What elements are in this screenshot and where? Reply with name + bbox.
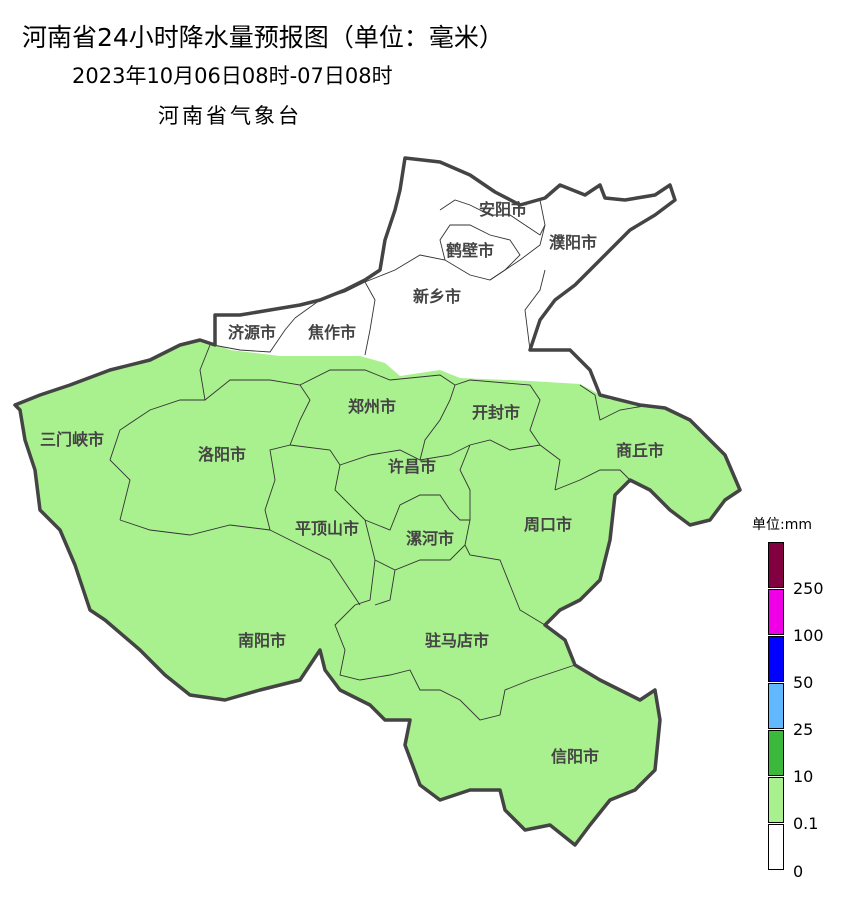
city-label: 漯河市 [406,529,454,548]
city-label: 南阳市 [238,631,286,650]
legend-swatch [768,730,784,776]
city-label: 平顶山市 [295,519,359,538]
city-label: 濮阳市 [549,233,597,252]
legend-label: 10 [793,767,814,786]
legend-label: 100 [793,626,824,645]
city-label: 信阳市 [551,747,599,766]
city-label: 新乡市 [413,287,461,306]
forecast-period: 2023年10月06日08时-07日08时 [72,64,393,88]
city-label: 驻马店市 [425,631,489,650]
legend-label: 0 [793,862,804,881]
legend-label: 250 [793,579,824,598]
legend-swatch [768,636,784,682]
rain-0.1-10-area [15,338,740,845]
legend-unit: 单位:mm [752,517,812,533]
city-label: 许昌市 [388,457,436,476]
province-border [13,156,742,847]
legend-swatch [768,683,784,729]
city-label: 鹤壁市 [446,241,494,260]
legend-swatch [768,777,784,823]
city-label: 开封市 [472,403,520,422]
city-label: 郑州市 [348,397,396,416]
city-label: 三门峡市 [40,430,104,449]
legend-label: 0.1 [793,814,819,833]
issuer: 河南省气象台 [158,104,302,128]
city-label: 洛阳市 [198,445,246,464]
legend-swatch [768,589,784,635]
city-label: 济源市 [228,323,276,342]
city-label: 安阳市 [479,200,527,219]
map-title: 河南省24小时降水量预报图（单位：毫米） [22,23,504,52]
legend-swatch [768,542,784,588]
legend-label: 25 [793,720,814,739]
city-label: 焦作市 [307,323,356,342]
city-label: 周口市 [524,515,572,534]
legend-label: 50 [793,673,814,692]
city-label: 商丘市 [616,441,664,460]
legend-swatch [768,824,784,870]
